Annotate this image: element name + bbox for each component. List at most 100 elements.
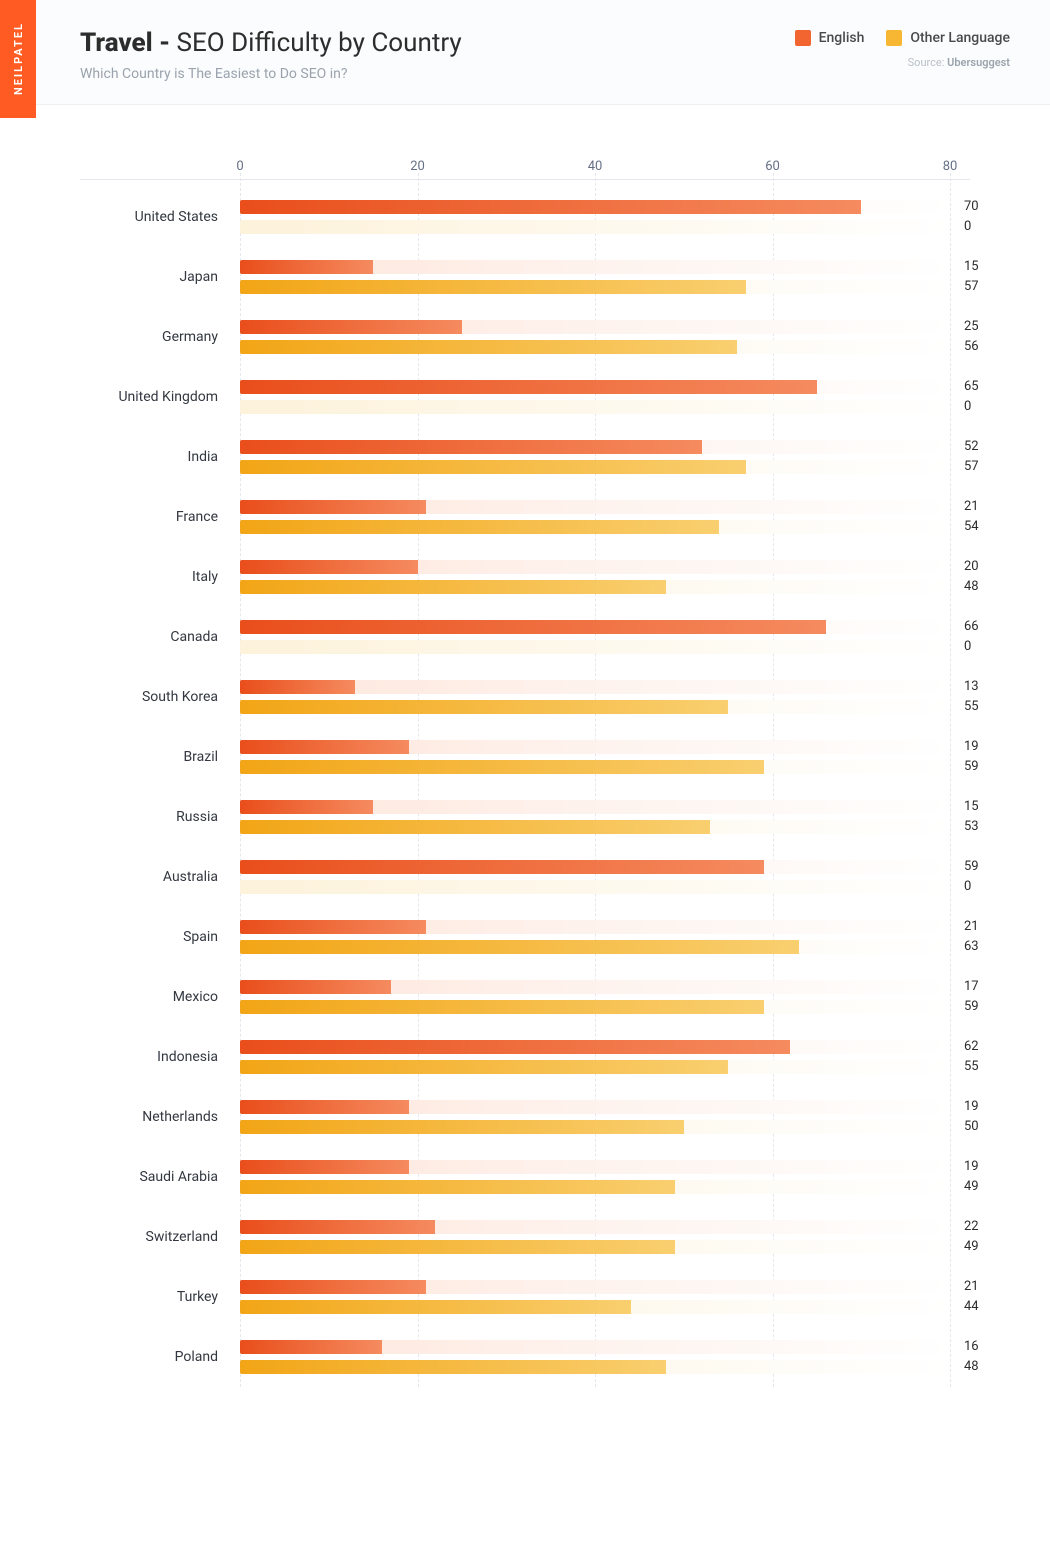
source-line: Source: Ubersuggest [908,56,1010,69]
legend-label-other: Other Language [910,30,1010,46]
value-english: 19 [964,1159,1010,1175]
bar-fill-other [240,820,710,834]
country-label: Brazil [40,749,240,765]
value-other: 55 [964,1059,1010,1075]
bar-fill-english [240,1040,790,1054]
country-values: 2154 [950,499,1010,535]
bar-track-other [240,340,950,354]
bar-fill-other [240,1240,675,1254]
bar-track-english [240,500,950,514]
bar-track-other [240,400,950,414]
country-bars [240,1340,950,1374]
value-english: 70 [964,199,1010,215]
country-values: 1648 [950,1339,1010,1375]
country-bars [240,1280,950,1314]
country-bars [240,1160,950,1194]
value-english: 19 [964,739,1010,755]
bar-track-other [240,520,950,534]
value-english: 15 [964,259,1010,275]
chart-subtitle: Which Country is The Easiest to Do SEO i… [80,66,1010,82]
brand-text: NEILPATEL [12,22,25,95]
country-values: 1959 [950,739,1010,775]
x-axis-tick: 60 [765,159,780,174]
legend: English Other Language [795,30,1010,46]
legend-label-english: English [819,30,865,46]
country-values: 2249 [950,1219,1010,1255]
bar-track-other [240,640,950,654]
country-bars [240,860,950,894]
country-label: France [40,509,240,525]
bar-fill-english [240,980,391,994]
country-values: 6255 [950,1039,1010,1075]
value-other: 0 [964,399,1010,415]
country-row: Switzerland2249 [40,1207,1010,1267]
country-label: Mexico [40,989,240,1005]
country-label: South Korea [40,689,240,705]
source-name: Ubersuggest [947,56,1010,69]
legend-swatch-other [886,30,902,46]
country-row: United Kingdom650 [40,367,1010,427]
country-bars [240,620,950,654]
x-axis-tick: 40 [588,159,603,174]
country-label: Turkey [40,1289,240,1305]
bar-track-english [240,740,950,754]
country-label: Australia [40,869,240,885]
bar-fill-other [240,1060,728,1074]
country-bars [240,560,950,594]
country-label: Italy [40,569,240,585]
bar-track-english [240,800,950,814]
country-bars [240,440,950,474]
value-other: 44 [964,1299,1010,1315]
country-values: 2556 [950,319,1010,355]
bar-fill-other [240,1120,684,1134]
country-label: Indonesia [40,1049,240,1065]
country-label: Russia [40,809,240,825]
plot-top-border [80,179,970,180]
bar-track-english [240,1220,950,1234]
plot-region: United States700Japan1557Germany2556Unit… [40,173,1010,1387]
bar-track-english [240,1280,950,1294]
value-english: 59 [964,859,1010,875]
bar-track-english [240,860,950,874]
value-english: 21 [964,919,1010,935]
country-values: 1950 [950,1099,1010,1135]
value-english: 62 [964,1039,1010,1055]
bar-track-english [240,200,950,214]
value-other: 0 [964,639,1010,655]
country-bars [240,200,950,234]
x-axis-tick: 0 [236,159,243,174]
bar-track-other [240,280,950,294]
value-other: 48 [964,579,1010,595]
country-label: United States [40,209,240,225]
country-bars [240,980,950,1014]
value-other: 53 [964,819,1010,835]
value-other: 63 [964,939,1010,955]
country-bars [240,800,950,834]
country-label: Saudi Arabia [40,1169,240,1185]
country-row: Spain2163 [40,907,1010,967]
value-english: 52 [964,439,1010,455]
country-bars [240,380,950,414]
chart-container: NEILPATEL Travel - SEO Difficulty by Cou… [0,0,1050,1447]
bar-fill-english [240,920,426,934]
bar-fill-english [240,800,373,814]
country-row: Australia590 [40,847,1010,907]
country-values: 700 [950,199,1010,235]
bar-track-english [240,1160,950,1174]
chart-plot-area: 020406080 United States700Japan1557Germa… [0,105,1050,1447]
bar-track-other [240,220,950,234]
country-bars [240,740,950,774]
bar-track-english [240,440,950,454]
country-row: Russia1553 [40,787,1010,847]
bar-track-other [240,1360,950,1374]
bar-fill-english [240,200,861,214]
bar-track-other [240,700,950,714]
country-values: 2144 [950,1279,1010,1315]
country-row: India5257 [40,427,1010,487]
x-axis: 020406080 [40,145,1010,173]
value-english: 21 [964,499,1010,515]
x-axis-tick: 20 [410,159,425,174]
bar-track-other [240,1120,950,1134]
country-bars [240,1220,950,1254]
bar-fill-other [240,1180,675,1194]
